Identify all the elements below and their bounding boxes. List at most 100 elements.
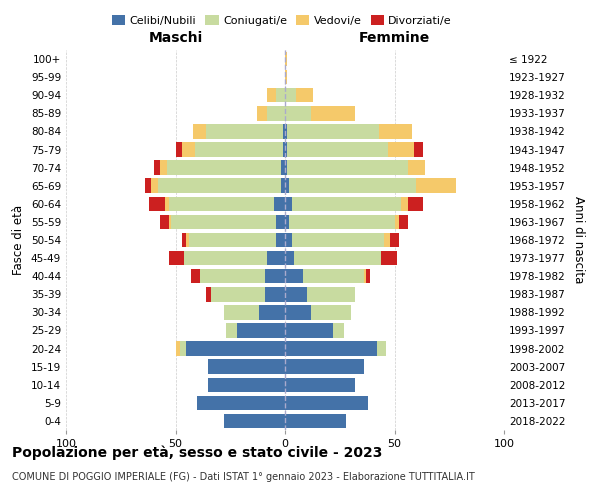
Bar bbox=[407, 196, 423, 211]
Bar bbox=[285, 88, 296, 102]
Bar bbox=[169, 251, 184, 266]
Bar bbox=[307, 287, 355, 302]
Bar bbox=[283, 142, 285, 157]
Bar bbox=[208, 378, 285, 392]
Bar bbox=[187, 342, 285, 356]
Bar bbox=[268, 88, 276, 102]
Bar bbox=[285, 52, 287, 66]
Bar bbox=[268, 106, 285, 120]
Bar bbox=[388, 142, 414, 157]
Bar bbox=[407, 160, 425, 175]
Bar bbox=[287, 124, 379, 138]
Text: Maschi: Maschi bbox=[148, 30, 203, 44]
Bar bbox=[176, 142, 182, 157]
Bar bbox=[167, 160, 281, 175]
Bar bbox=[285, 287, 307, 302]
Bar bbox=[182, 142, 195, 157]
Bar bbox=[287, 160, 407, 175]
Bar bbox=[285, 378, 355, 392]
Bar bbox=[187, 233, 188, 247]
Bar bbox=[285, 142, 287, 157]
Bar bbox=[364, 269, 366, 283]
Text: Popolazione per età, sesso e stato civile - 2023: Popolazione per età, sesso e stato civil… bbox=[12, 445, 382, 460]
Bar bbox=[285, 214, 289, 229]
Bar bbox=[333, 323, 344, 338]
Bar bbox=[276, 88, 285, 102]
Bar bbox=[285, 414, 346, 428]
Bar bbox=[224, 414, 285, 428]
Bar bbox=[151, 178, 158, 193]
Text: COMUNE DI POGGIO IMPERIALE (FG) - Dati ISTAT 1° gennaio 2023 - Elaborazione TUTT: COMUNE DI POGGIO IMPERIALE (FG) - Dati I… bbox=[12, 472, 475, 482]
Legend: Celibi/Nubili, Coniugati/e, Vedovi/e, Divorziati/e: Celibi/Nubili, Coniugati/e, Vedovi/e, Di… bbox=[107, 10, 457, 30]
Bar bbox=[274, 196, 285, 211]
Bar bbox=[292, 233, 383, 247]
Bar bbox=[281, 178, 285, 193]
Bar bbox=[383, 233, 390, 247]
Bar bbox=[401, 196, 407, 211]
Bar bbox=[160, 214, 169, 229]
Bar bbox=[193, 124, 206, 138]
Bar bbox=[200, 269, 265, 283]
Bar bbox=[302, 269, 364, 283]
Bar bbox=[184, 251, 268, 266]
Bar bbox=[285, 396, 368, 410]
Bar bbox=[164, 196, 169, 211]
Bar bbox=[285, 196, 292, 211]
Bar bbox=[145, 178, 151, 193]
Bar bbox=[416, 178, 456, 193]
Bar bbox=[259, 305, 285, 320]
Y-axis label: Fasce di età: Fasce di età bbox=[13, 205, 25, 275]
Bar bbox=[268, 251, 285, 266]
Bar bbox=[265, 269, 285, 283]
Bar bbox=[281, 160, 285, 175]
Bar bbox=[171, 214, 276, 229]
Bar bbox=[294, 251, 382, 266]
Bar bbox=[285, 323, 333, 338]
Bar bbox=[257, 106, 268, 120]
Bar bbox=[206, 124, 283, 138]
Bar bbox=[289, 178, 416, 193]
Bar bbox=[276, 214, 285, 229]
Bar bbox=[390, 233, 399, 247]
Bar bbox=[285, 233, 292, 247]
Bar bbox=[382, 251, 397, 266]
Bar bbox=[285, 178, 289, 193]
Bar bbox=[276, 233, 285, 247]
Bar bbox=[296, 88, 313, 102]
Bar bbox=[292, 196, 401, 211]
Bar bbox=[285, 269, 302, 283]
Bar bbox=[285, 106, 311, 120]
Bar bbox=[211, 287, 265, 302]
Bar bbox=[283, 124, 285, 138]
Bar bbox=[160, 160, 167, 175]
Bar bbox=[285, 305, 311, 320]
Bar bbox=[197, 396, 285, 410]
Y-axis label: Anni di nascita: Anni di nascita bbox=[572, 196, 585, 284]
Bar bbox=[379, 124, 412, 138]
Bar bbox=[169, 214, 171, 229]
Bar bbox=[154, 160, 160, 175]
Bar bbox=[180, 342, 187, 356]
Bar bbox=[395, 214, 399, 229]
Bar bbox=[224, 305, 259, 320]
Bar bbox=[188, 233, 276, 247]
Bar bbox=[285, 70, 287, 84]
Bar bbox=[158, 178, 281, 193]
Bar bbox=[169, 196, 274, 211]
Bar bbox=[182, 233, 187, 247]
Bar bbox=[414, 142, 423, 157]
Bar bbox=[191, 269, 200, 283]
Bar bbox=[285, 360, 364, 374]
Bar bbox=[377, 342, 386, 356]
Bar bbox=[195, 142, 283, 157]
Bar bbox=[311, 106, 355, 120]
Bar bbox=[208, 360, 285, 374]
Text: Femmine: Femmine bbox=[359, 30, 430, 44]
Bar bbox=[285, 342, 377, 356]
Bar bbox=[206, 287, 211, 302]
Bar bbox=[399, 214, 407, 229]
Bar bbox=[285, 124, 287, 138]
Bar bbox=[237, 323, 285, 338]
Bar bbox=[289, 214, 395, 229]
Bar bbox=[311, 305, 351, 320]
